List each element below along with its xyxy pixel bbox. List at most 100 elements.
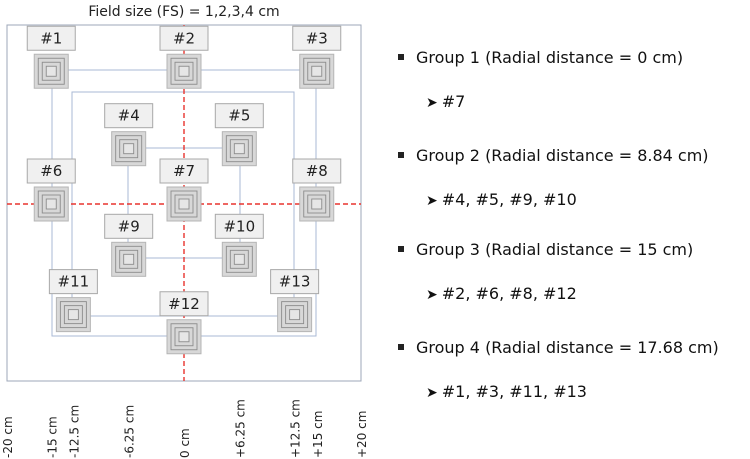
detector-8: #8 xyxy=(292,158,342,222)
detector-label-box xyxy=(292,158,342,184)
group-2: Group 2 (Radial distance = 8.84 cm) ➤ #4,… xyxy=(398,146,709,209)
detector-label-box xyxy=(214,103,264,129)
detector-ring xyxy=(303,190,331,218)
detector-ring xyxy=(233,253,245,265)
detector-ring xyxy=(45,65,57,77)
detector-label-box xyxy=(104,103,154,129)
detector-ring xyxy=(123,253,135,265)
detector-ring xyxy=(225,245,253,273)
detector-ring xyxy=(119,139,139,159)
detector-10: #10 xyxy=(214,213,264,277)
detector-12: #12 xyxy=(159,291,209,355)
detector-ring xyxy=(178,65,190,77)
detector-ring xyxy=(174,61,194,81)
detector-marker xyxy=(299,186,335,222)
detector-label: #10 xyxy=(223,217,255,235)
detector-ring xyxy=(289,309,301,321)
detector-ring xyxy=(178,331,190,343)
detector-label: #1 xyxy=(40,29,62,47)
bullet-icon xyxy=(398,343,404,350)
axis-tick-label: -6.25 cm xyxy=(123,405,137,458)
detector-label-box xyxy=(159,291,209,317)
detector-ring xyxy=(67,309,79,321)
detector-7: #7 xyxy=(159,158,209,222)
detector-ring xyxy=(307,194,327,214)
detector-ring xyxy=(281,301,309,329)
axis-tick-label: +20 cm xyxy=(355,411,369,458)
detector-ring xyxy=(37,190,65,218)
detector-3: #3 xyxy=(292,25,342,89)
detector-label-box xyxy=(214,213,264,239)
detector-11: #11 xyxy=(48,269,98,333)
detector-ring xyxy=(63,305,83,325)
axis-tick-label: +12.5 cm xyxy=(289,399,303,458)
diagram-title: Field size (FS) = 1,2,3,4 cm xyxy=(88,4,279,20)
detector-13: #13 xyxy=(270,269,320,333)
detector-label-box xyxy=(104,213,154,239)
detector-label-box xyxy=(159,25,209,51)
detector-ring xyxy=(41,61,61,81)
axis-tick-label: -15 cm xyxy=(45,416,59,458)
group-4: Group 4 (Radial distance = 17.68 cm) ➤ #1… xyxy=(398,338,719,401)
detector-ring xyxy=(311,198,323,210)
group-1: Group 1 (Radial distance = 0 cm) ➤ #7 xyxy=(398,48,683,111)
detector-ring xyxy=(229,139,249,159)
arrow-bullet-icon: ➤ xyxy=(426,95,438,111)
detector-ring xyxy=(123,143,135,155)
detector-layout-diagram: Field size (FS) = 1,2,3,4 cm #1 #2 #3#4 #5#… xyxy=(1,4,369,458)
detector-label-box xyxy=(26,158,76,184)
detector-label: #13 xyxy=(279,273,311,291)
arrow-bullet-icon: ➤ xyxy=(426,287,438,303)
detector-label: #2 xyxy=(173,29,195,47)
detector-label-box xyxy=(292,25,342,51)
detector-ring xyxy=(115,135,143,163)
axis-tick-label: -20 cm xyxy=(1,416,15,458)
detector-label: #6 xyxy=(40,162,62,180)
detector-ring xyxy=(41,194,61,214)
detector-ring xyxy=(115,245,143,273)
detector-ring xyxy=(170,57,198,85)
bullet-icon xyxy=(398,245,404,252)
detectors-layer: #1 #2 #3 #4 #5 #6 #7 #8 #9 #10 #11 #12 #13 xyxy=(26,25,342,355)
detector-ring xyxy=(174,327,194,347)
detector-label: #9 xyxy=(118,217,140,235)
detector-ring xyxy=(311,65,323,77)
detector-6: #6 xyxy=(26,158,76,222)
axis-tick-label: 0 cm xyxy=(178,428,192,458)
group-3: Group 3 (Radial distance = 15 cm) ➤ #2, #… xyxy=(398,240,693,303)
detector-label: #4 xyxy=(118,107,140,125)
detector-label-box xyxy=(159,158,209,184)
detector-label: #3 xyxy=(306,29,328,47)
detector-ring xyxy=(59,301,87,329)
bullet-icon xyxy=(398,151,404,158)
detector-ring xyxy=(225,135,253,163)
axis-tick-label: +6.25 cm xyxy=(233,399,247,458)
axis-ticks-layer: -20 cm -15 cm -12.5 cm -6.25 cm 0 cm +6.25 cm… xyxy=(1,399,369,458)
arrow-bullet-icon: ➤ xyxy=(426,385,438,401)
detector-9: #9 xyxy=(104,213,154,277)
detector-label: #12 xyxy=(168,295,200,313)
bullet-icon xyxy=(398,53,404,60)
axis-tick-label: +15 cm xyxy=(311,411,325,458)
detector-2: #2 xyxy=(159,25,209,89)
detector-ring xyxy=(119,249,139,269)
detector-label: #5 xyxy=(228,107,250,125)
detector-label-box xyxy=(26,25,76,51)
detector-ring xyxy=(233,143,245,155)
detector-ring xyxy=(303,57,331,85)
detector-label-box xyxy=(270,269,320,295)
arrow-bullet-icon: ➤ xyxy=(426,193,438,209)
axis-tick-label: -12.5 cm xyxy=(67,405,81,458)
detector-ring xyxy=(45,198,57,210)
detector-ring xyxy=(37,57,65,85)
detector-4: #4 xyxy=(104,103,154,167)
detector-ring xyxy=(174,194,194,214)
detector-label: #11 xyxy=(58,273,90,291)
detector-1: #1 xyxy=(26,25,76,89)
detector-ring xyxy=(170,323,198,351)
detector-label-box xyxy=(48,269,98,295)
detector-ring xyxy=(170,190,198,218)
detector-ring xyxy=(229,249,249,269)
detector-label: #7 xyxy=(173,162,195,180)
detector-5: #5 xyxy=(214,103,264,167)
